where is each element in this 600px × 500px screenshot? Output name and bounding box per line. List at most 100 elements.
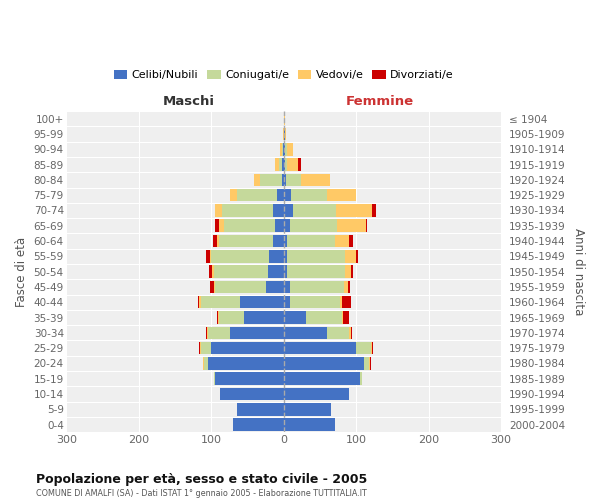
Bar	[215, 372, 284, 385]
Bar	[360, 372, 362, 385]
Bar	[279, 158, 283, 171]
Bar	[214, 266, 268, 278]
Bar	[214, 372, 215, 385]
Bar	[280, 143, 282, 156]
Bar	[305, 311, 342, 324]
Bar	[346, 250, 356, 262]
Bar	[200, 342, 211, 354]
Bar	[328, 326, 349, 339]
Bar	[197, 296, 199, 308]
Bar	[220, 388, 284, 400]
Bar	[350, 326, 352, 339]
Bar	[217, 311, 218, 324]
Bar	[284, 418, 335, 431]
Bar	[206, 250, 210, 262]
Bar	[346, 266, 351, 278]
Bar	[286, 143, 287, 156]
Bar	[336, 204, 372, 216]
Bar	[372, 204, 376, 216]
Bar	[364, 357, 370, 370]
Bar	[371, 342, 372, 354]
Bar	[328, 189, 356, 202]
Bar	[284, 204, 293, 216]
Bar	[218, 220, 224, 232]
Bar	[223, 204, 273, 216]
Bar	[200, 296, 241, 308]
Bar	[275, 158, 279, 171]
Bar	[284, 311, 305, 324]
Bar	[366, 220, 367, 232]
Bar	[213, 235, 217, 248]
Bar	[301, 174, 329, 186]
Bar	[233, 418, 284, 431]
Bar	[237, 189, 277, 202]
Bar	[224, 220, 275, 232]
Bar	[260, 174, 282, 186]
Bar	[241, 296, 284, 308]
Bar	[284, 372, 360, 385]
Bar	[356, 250, 358, 262]
Bar	[337, 220, 366, 232]
Bar	[211, 342, 284, 354]
Bar	[283, 128, 284, 140]
Bar	[286, 174, 301, 186]
Bar	[335, 235, 349, 248]
Bar	[340, 296, 342, 308]
Bar	[290, 296, 340, 308]
Bar	[284, 296, 290, 308]
Bar	[275, 220, 284, 232]
Text: COMUNE DI AMALFI (SA) - Dati ISTAT 1° gennaio 2005 - Elaborazione TUTTITALIA.IT: COMUNE DI AMALFI (SA) - Dati ISTAT 1° ge…	[36, 489, 367, 498]
Bar	[284, 326, 328, 339]
Bar	[284, 357, 364, 370]
Bar	[206, 326, 207, 339]
Bar	[284, 403, 331, 415]
Bar	[230, 189, 237, 202]
Bar	[287, 235, 335, 248]
Bar	[284, 342, 356, 354]
Bar	[342, 296, 350, 308]
Bar	[290, 280, 344, 293]
Bar	[210, 250, 211, 262]
Bar	[283, 158, 284, 171]
Bar	[230, 326, 284, 339]
Bar	[254, 174, 260, 186]
Bar	[215, 204, 223, 216]
Bar	[291, 189, 328, 202]
Bar	[284, 174, 286, 186]
Text: Maschi: Maschi	[162, 95, 214, 108]
Bar	[282, 174, 284, 186]
Bar	[204, 357, 208, 370]
Bar	[349, 326, 350, 339]
Bar	[290, 220, 337, 232]
Text: Popolazione per età, sesso e stato civile - 2005: Popolazione per età, sesso e stato civil…	[36, 472, 367, 486]
Bar	[284, 189, 291, 202]
Bar	[269, 250, 284, 262]
Bar	[293, 204, 336, 216]
Bar	[286, 158, 287, 171]
Y-axis label: Fasce di età: Fasce di età	[15, 236, 28, 306]
Bar	[218, 311, 244, 324]
Bar	[237, 403, 284, 415]
Bar	[282, 143, 283, 156]
Bar	[244, 311, 284, 324]
Bar	[217, 235, 218, 248]
Y-axis label: Anni di nascita: Anni di nascita	[572, 228, 585, 316]
Bar	[203, 357, 204, 370]
Bar	[218, 235, 273, 248]
Bar	[208, 326, 230, 339]
Bar	[208, 357, 284, 370]
Bar	[284, 250, 287, 262]
Bar	[209, 266, 212, 278]
Bar	[211, 250, 269, 262]
Bar	[372, 342, 373, 354]
Bar	[284, 158, 286, 171]
Bar	[215, 220, 218, 232]
Bar	[284, 143, 286, 156]
Bar	[284, 128, 286, 140]
Bar	[210, 280, 214, 293]
Bar	[199, 342, 200, 354]
Bar	[284, 388, 349, 400]
Bar	[284, 220, 290, 232]
Bar	[273, 235, 284, 248]
Bar	[287, 266, 346, 278]
